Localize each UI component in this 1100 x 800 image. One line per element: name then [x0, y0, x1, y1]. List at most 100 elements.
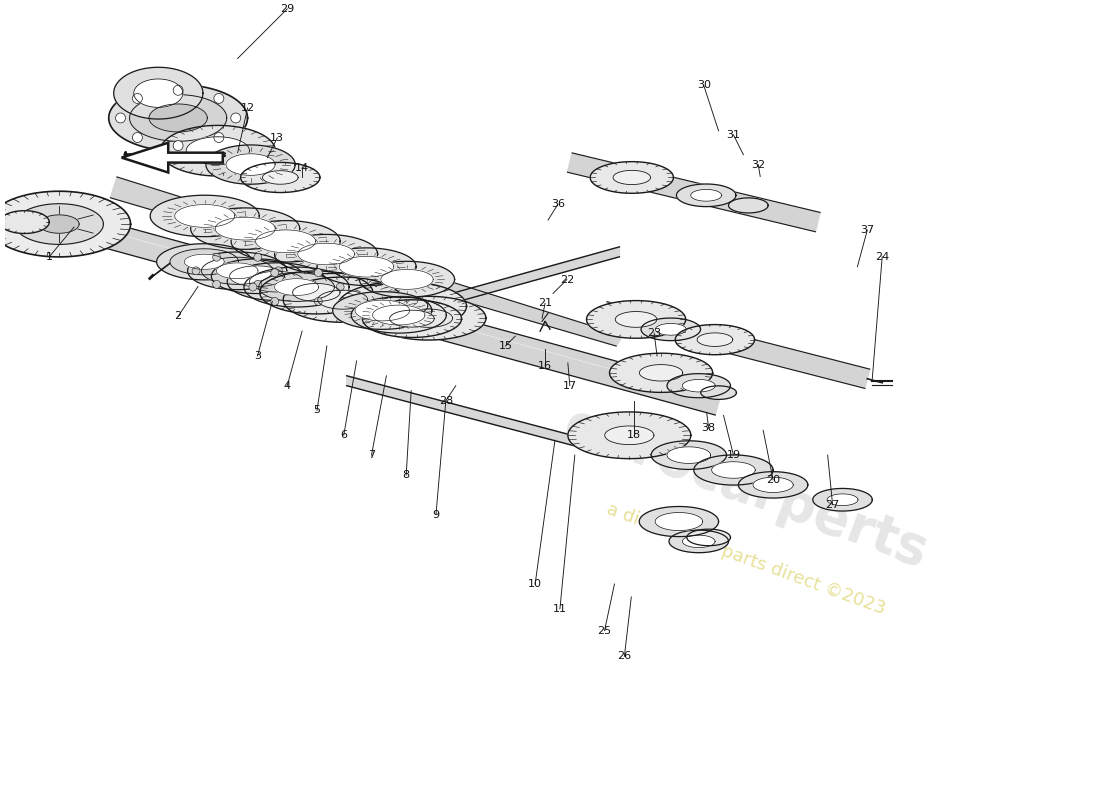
Polygon shape [568, 153, 821, 232]
Circle shape [271, 269, 278, 277]
Polygon shape [260, 271, 373, 314]
Polygon shape [231, 221, 340, 262]
Polygon shape [373, 305, 425, 325]
Polygon shape [738, 472, 807, 498]
Text: 27: 27 [825, 500, 839, 510]
Polygon shape [613, 170, 650, 185]
Polygon shape [134, 79, 183, 107]
Polygon shape [697, 333, 733, 346]
Text: 24: 24 [876, 252, 889, 262]
Polygon shape [0, 210, 50, 234]
Circle shape [132, 94, 142, 103]
Text: 30: 30 [696, 80, 711, 90]
Polygon shape [639, 506, 718, 537]
Text: 20: 20 [766, 475, 780, 485]
Polygon shape [56, 210, 722, 415]
Text: 8: 8 [403, 470, 410, 480]
Polygon shape [156, 244, 252, 280]
Text: 26: 26 [617, 651, 631, 662]
Polygon shape [346, 376, 609, 455]
Polygon shape [293, 283, 340, 302]
Text: a division for parts direct ©2023: a division for parts direct ©2023 [604, 500, 889, 618]
Text: 2: 2 [175, 311, 182, 322]
Polygon shape [206, 145, 295, 184]
Polygon shape [216, 218, 275, 240]
Text: 29: 29 [280, 4, 295, 14]
Polygon shape [682, 379, 715, 392]
Polygon shape [130, 94, 227, 142]
Circle shape [116, 113, 125, 123]
Polygon shape [651, 441, 726, 470]
Polygon shape [360, 262, 454, 298]
Polygon shape [228, 262, 327, 301]
Text: 31: 31 [726, 130, 740, 140]
Polygon shape [15, 204, 103, 245]
Polygon shape [109, 85, 248, 151]
Text: 25: 25 [597, 626, 612, 636]
Polygon shape [122, 142, 223, 173]
Polygon shape [244, 267, 349, 307]
Polygon shape [211, 259, 303, 294]
Polygon shape [389, 310, 434, 327]
Text: 17: 17 [563, 381, 576, 390]
Text: 16: 16 [538, 361, 552, 371]
Polygon shape [332, 292, 432, 330]
Polygon shape [188, 252, 287, 290]
Polygon shape [754, 478, 793, 493]
Polygon shape [641, 318, 701, 341]
Polygon shape [338, 282, 466, 330]
Circle shape [213, 133, 223, 142]
Circle shape [254, 280, 262, 288]
Polygon shape [605, 426, 653, 445]
Polygon shape [376, 296, 428, 316]
Polygon shape [615, 311, 657, 327]
Polygon shape [701, 386, 736, 399]
Polygon shape [676, 184, 736, 206]
Polygon shape [609, 354, 713, 393]
Polygon shape [656, 323, 686, 335]
Text: 32: 32 [751, 159, 766, 170]
Polygon shape [712, 462, 756, 478]
Polygon shape [275, 278, 319, 295]
Circle shape [315, 298, 322, 306]
Polygon shape [113, 67, 202, 119]
Text: 37: 37 [860, 225, 875, 235]
Polygon shape [371, 296, 486, 340]
Circle shape [173, 141, 183, 150]
Polygon shape [351, 297, 447, 333]
Polygon shape [226, 154, 275, 175]
Polygon shape [667, 447, 711, 463]
Polygon shape [381, 270, 433, 290]
Polygon shape [40, 215, 79, 234]
Polygon shape [813, 489, 872, 511]
Text: 19: 19 [726, 450, 740, 460]
Text: 18: 18 [627, 430, 641, 440]
Polygon shape [250, 271, 304, 292]
Text: 11: 11 [553, 604, 566, 614]
Circle shape [337, 283, 344, 291]
Polygon shape [184, 254, 224, 270]
Polygon shape [355, 300, 409, 321]
Polygon shape [318, 290, 367, 309]
Polygon shape [190, 208, 299, 250]
Text: 23: 23 [647, 328, 661, 338]
Circle shape [192, 267, 200, 274]
Polygon shape [0, 191, 131, 257]
Polygon shape [656, 513, 703, 530]
Text: 15: 15 [498, 341, 513, 351]
Circle shape [271, 298, 278, 306]
Text: 21: 21 [538, 298, 552, 308]
Circle shape [254, 254, 262, 262]
Polygon shape [217, 263, 258, 278]
Text: 28: 28 [439, 395, 453, 406]
Polygon shape [591, 162, 673, 194]
Text: 4: 4 [284, 381, 290, 390]
Polygon shape [317, 248, 416, 286]
Polygon shape [694, 455, 773, 485]
Polygon shape [639, 365, 683, 381]
Polygon shape [186, 137, 250, 165]
Circle shape [212, 254, 221, 262]
Text: 22: 22 [560, 274, 574, 285]
Circle shape [212, 280, 221, 288]
Polygon shape [441, 247, 619, 306]
